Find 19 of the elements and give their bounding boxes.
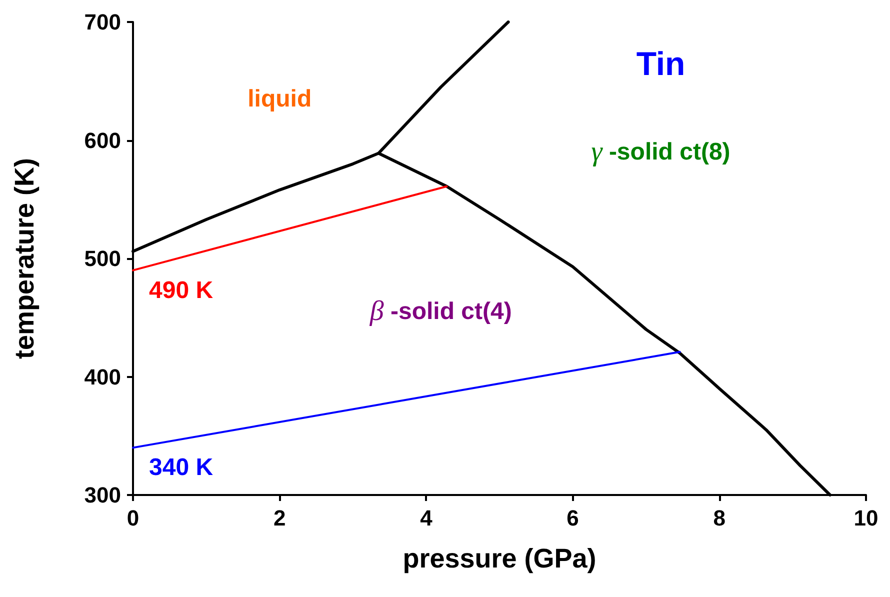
y-tick-label: 500	[84, 246, 121, 271]
x-tick-label: 4	[420, 506, 434, 530]
text: Tin	[636, 44, 686, 82]
annotation: liquid	[248, 85, 312, 112]
y-tick-label: 700	[84, 10, 121, 34]
y-tick-label: 400	[84, 364, 121, 390]
x-tick-label: 10	[854, 506, 878, 530]
annotation: γ -solid ct(8)	[591, 136, 730, 168]
y-tick-label: 600	[84, 128, 121, 153]
y-tick-label: 300	[84, 482, 121, 508]
x-tick-label: 8	[713, 506, 726, 530]
y-axis-title: temperature (K)	[10, 158, 40, 360]
annotation: 340 K	[149, 454, 214, 482]
x-tick-label: 6	[566, 506, 579, 530]
x-axis-title: pressure (GPa)	[402, 544, 596, 574]
x-tick-label: 0	[126, 506, 140, 530]
annotation: β -solid ct(4)	[368, 296, 512, 328]
x-tick-label: 2	[273, 506, 286, 530]
annotation: 490 K	[149, 276, 214, 304]
